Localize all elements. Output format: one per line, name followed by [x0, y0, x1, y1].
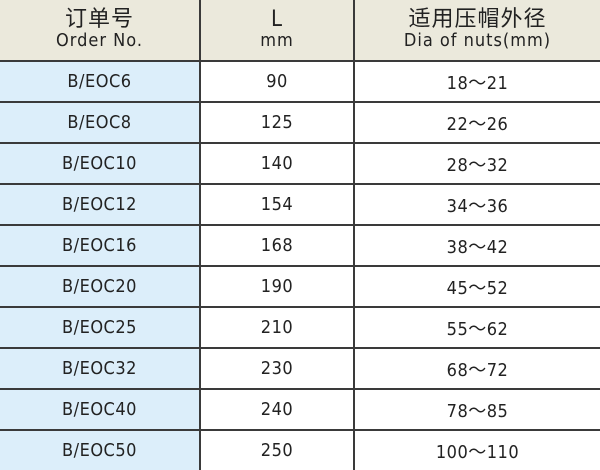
length-cell: 250 — [199, 429, 355, 470]
dia-cell: 55～62 — [353, 306, 600, 349]
header-dia-zh: 适用压帽外径 — [408, 7, 547, 32]
header-order-en: Order No. — [56, 30, 143, 51]
length-cell: 240 — [199, 388, 355, 431]
dia-cell: 22～26 — [353, 101, 600, 144]
length-cell: 140 — [199, 142, 355, 185]
length-cell: 125 — [199, 101, 355, 144]
header-length-zh: L — [270, 7, 284, 32]
length-cell: 230 — [199, 347, 355, 390]
table-row: B/EOC20 190 45～52 — [0, 265, 600, 308]
header-order-zh: 订单号 — [64, 7, 134, 32]
length-cell: 168 — [199, 224, 355, 267]
order-cell: B/EOC6 — [0, 60, 201, 103]
table-row: B/EOC25 210 55～62 — [0, 306, 600, 349]
dia-cell: 28～32 — [353, 142, 600, 185]
table-row: B/EOC32 230 68～72 — [0, 347, 600, 390]
table-row: B/EOC16 168 38～42 — [0, 224, 600, 267]
table-row: B/EOC40 240 78～85 — [0, 388, 600, 431]
order-cell: B/EOC25 — [0, 306, 201, 349]
length-cell: 154 — [199, 183, 355, 226]
header-order: 订单号 Order No. — [0, 0, 201, 62]
header-row: 订单号 Order No. L mm 适用压帽外径 Dia of nuts(mm… — [0, 0, 600, 62]
order-cell: B/EOC12 — [0, 183, 201, 226]
order-cell: B/EOC16 — [0, 224, 201, 267]
table-row: B/EOC6 90 18～21 — [0, 60, 600, 103]
header-length-en: mm — [260, 30, 294, 51]
order-cell: B/EOC50 — [0, 429, 201, 470]
dia-cell: 34～36 — [353, 183, 600, 226]
table-row: B/EOC12 154 34～36 — [0, 183, 600, 226]
order-cell: B/EOC32 — [0, 347, 201, 390]
dia-cell: 45～52 — [353, 265, 600, 308]
table-row: B/EOC8 125 22～26 — [0, 101, 600, 144]
header-length: L mm — [199, 0, 355, 62]
length-cell: 190 — [199, 265, 355, 308]
header-dia: 适用压帽外径 Dia of nuts(mm) — [353, 0, 600, 62]
order-cell: B/EOC10 — [0, 142, 201, 185]
header-dia-en: Dia of nuts(mm) — [403, 30, 552, 51]
order-cell: B/EOC20 — [0, 265, 201, 308]
dia-cell: 78～85 — [353, 388, 600, 431]
table-row: B/EOC50 250 100～110 — [0, 429, 600, 470]
dia-cell: 68～72 — [353, 347, 600, 390]
dia-cell: 38～42 — [353, 224, 600, 267]
table-row: B/EOC10 140 28～32 — [0, 142, 600, 185]
dia-cell: 18～21 — [353, 60, 600, 103]
length-cell: 90 — [199, 60, 355, 103]
dia-cell: 100～110 — [353, 429, 600, 470]
order-cell: B/EOC8 — [0, 101, 201, 144]
order-cell: B/EOC40 — [0, 388, 201, 431]
length-cell: 210 — [199, 306, 355, 349]
